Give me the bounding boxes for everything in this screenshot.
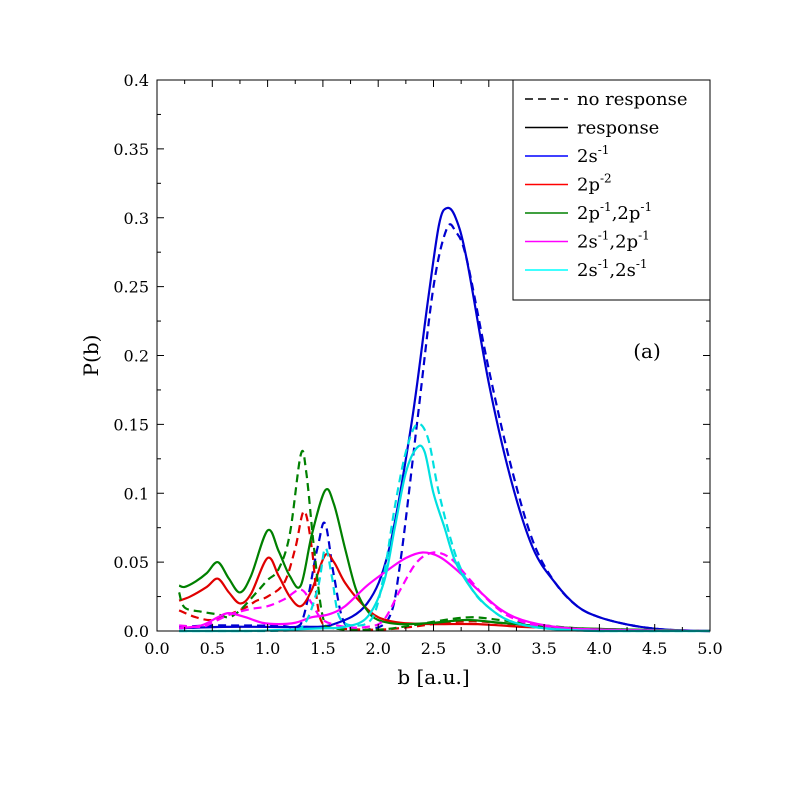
legend-label-4: 2p-1​,2p-1​ <box>577 200 652 224</box>
legend: no response response 2s-1​ 2p-2​ 2p-1​,2p-1​… <box>512 79 711 301</box>
x-tick-label: 4.5 <box>642 639 667 658</box>
x-tick-label: 2.0 <box>365 639 390 658</box>
y-axis-title: P(b) <box>79 335 103 377</box>
y-tick-label: 0.25 <box>113 278 149 297</box>
y-tick-label: 0.15 <box>113 415 149 434</box>
series-line-5 <box>178 449 711 633</box>
x-tick-label: 4.0 <box>587 639 612 658</box>
series-line-1 <box>179 223 711 633</box>
series-line-8 <box>179 444 710 633</box>
legend-label-1: response <box>577 118 659 139</box>
series-line-7 <box>179 551 711 633</box>
y-tick-label: 0.35 <box>113 140 149 159</box>
series-line-9 <box>179 422 710 633</box>
y-tick-label: 0.3 <box>124 209 149 228</box>
legend-label-0: no response <box>577 89 688 110</box>
y-tick-label: 0.05 <box>113 553 149 572</box>
y-tick-label: 0.1 <box>124 484 149 503</box>
series-line-2 <box>178 552 711 633</box>
x-axis-title: b [a.u.] <box>397 665 469 689</box>
panel-label: (a) <box>633 339 661 363</box>
series-line-6 <box>178 551 711 633</box>
legend-label-3: 2p-2​ <box>577 172 612 196</box>
series-layer <box>178 206 711 633</box>
y-tick-label: 0.2 <box>124 347 149 366</box>
x-tick-label: 0.5 <box>200 639 225 658</box>
x-tick-label: 0.0 <box>144 639 169 658</box>
ticks-layer: 0.0 0.5 1.0 1.5 2.0 2.5 3.0 3.5 4.0 4.5 5.0 0.0 0.05… <box>113 71 722 658</box>
x-tick-label: 1.5 <box>310 639 335 658</box>
series-line-4 <box>178 488 711 633</box>
legend-label-2: 2s-1​ <box>577 143 609 167</box>
y-tick-label: 0.0 <box>124 622 149 641</box>
x-tick-label: 3.5 <box>531 639 556 658</box>
x-tick-label: 5.0 <box>697 639 722 658</box>
x-tick-label: 3.0 <box>476 639 501 658</box>
legend-box <box>512 79 711 301</box>
x-tick-label: 1.0 <box>255 639 280 658</box>
y-tick-label: 0.4 <box>124 71 149 90</box>
legend-label-5: 2s-1​,2p-1​ <box>577 229 650 253</box>
series-line-0 <box>179 206 711 633</box>
legend-label-6: 2s-1​,2s-1​ <box>577 257 648 281</box>
x-tick-label: 2.5 <box>421 639 446 658</box>
